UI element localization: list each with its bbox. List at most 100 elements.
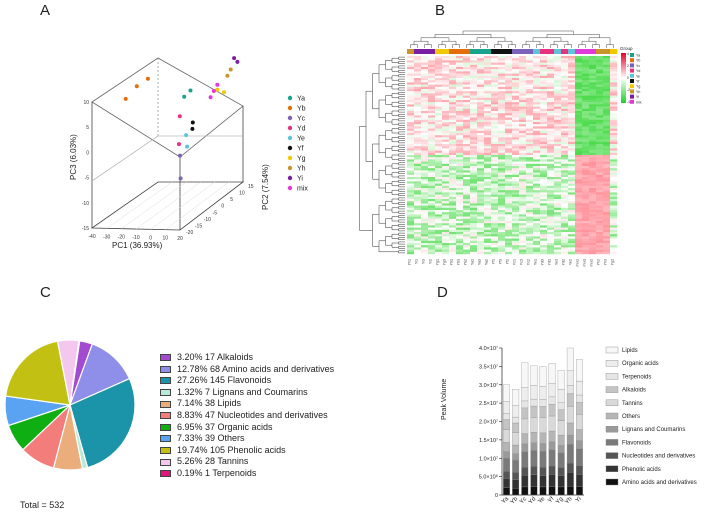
bar-segment	[503, 451, 510, 459]
pca-3d-plot: -40 -30 -20 -10 0 10 20-20-15-10-5051015-15-10…	[69, 56, 308, 250]
heatmap-cell	[442, 238, 450, 241]
heatmap-cell	[610, 124, 618, 127]
heatmap-cell	[435, 216, 443, 219]
heatmap-cell	[547, 141, 555, 145]
heatmap-cell	[463, 117, 471, 120]
heatmap-cell	[540, 108, 548, 112]
heatmap-cell	[603, 69, 611, 72]
heatmap-cell	[554, 221, 562, 224]
heatmap-cell	[421, 207, 429, 211]
heatmap-sample-label: Yg3	[443, 259, 447, 265]
bar-category-label: Yg	[555, 496, 564, 505]
heatmap-cell	[421, 95, 429, 98]
heatmap-cell	[540, 139, 548, 142]
heatmap-cell	[421, 108, 429, 112]
heatmap-cell	[470, 67, 478, 70]
heatmap-cell	[505, 223, 513, 226]
heatmap-cell	[582, 210, 590, 213]
heatmap-cell	[575, 229, 583, 233]
heatmap-cell	[547, 163, 555, 167]
heatmap-cell	[512, 155, 520, 158]
heatmap-cell	[498, 223, 506, 226]
heatmap-cell	[428, 124, 436, 127]
heatmap-cell	[596, 227, 604, 230]
heatmap-cell	[505, 238, 513, 241]
heatmap-cell	[414, 243, 422, 246]
heatmap-cell	[554, 60, 562, 63]
bar-segment	[521, 407, 529, 420]
heatmap-cell	[512, 177, 520, 180]
heatmap-cell	[456, 221, 464, 224]
heatmap-cell	[421, 78, 429, 81]
heatmap-cell	[470, 172, 478, 175]
heatmap-cell	[435, 181, 443, 184]
heatmap-cell	[596, 108, 604, 112]
heatmap-cell	[414, 137, 422, 140]
heatmap-cell	[589, 229, 597, 233]
heatmap-cell	[561, 133, 569, 136]
pca-point-Yf	[190, 120, 195, 125]
heatmap-cell	[463, 106, 471, 109]
group-bar-cell	[407, 49, 415, 54]
heatmap-cell	[603, 245, 611, 248]
heatmap-cell	[547, 232, 555, 235]
heatmap-cell	[610, 69, 618, 72]
heatmap-cell	[603, 234, 611, 237]
heatmap-cell	[449, 122, 457, 125]
bar-segment	[521, 433, 529, 445]
heatmap-cell	[414, 144, 422, 147]
bar-segment	[566, 444, 574, 464]
heatmap-cell	[519, 161, 527, 164]
heatmap-cell	[491, 238, 499, 241]
heatmap-cell	[561, 97, 569, 101]
bar-segment	[566, 370, 574, 386]
heatmap-cell	[561, 192, 569, 195]
bar-legend-label: Alkaloids	[622, 388, 646, 394]
heatmap-cell	[526, 64, 534, 68]
heatmap-cell	[589, 102, 597, 105]
heatmap-cell	[575, 201, 583, 204]
heatmap-cell	[526, 67, 534, 70]
heatmap-cell	[407, 67, 415, 70]
heatmap-cell	[456, 152, 464, 156]
heatmap-cell	[463, 91, 471, 94]
heatmap-cell	[533, 192, 541, 195]
heatmap-cell	[498, 150, 506, 153]
heatmap-cell	[435, 155, 443, 158]
heatmap-cell	[610, 159, 618, 162]
dendrogram-branch	[391, 137, 399, 143]
heatmap-cell	[519, 111, 527, 114]
heatmap-cell	[603, 135, 611, 138]
heatmap-cell	[575, 56, 583, 59]
heatmap-cell	[547, 155, 555, 158]
heatmap-cell	[428, 249, 436, 252]
heatmap-cell	[512, 93, 520, 96]
heatmap-cell	[407, 86, 415, 90]
heatmap-cell	[512, 80, 520, 83]
heatmap-cell	[477, 117, 485, 120]
heatmap-cell	[561, 229, 569, 233]
heatmap-cell	[540, 126, 548, 129]
heatmap-cell	[435, 84, 443, 87]
heatmap-cell	[540, 119, 548, 123]
heatmap-cell	[449, 56, 457, 59]
heatmap-cell	[568, 126, 576, 129]
heatmap-cell	[610, 62, 618, 65]
heatmap-cell	[477, 229, 485, 233]
bar-segment	[557, 409, 565, 421]
heatmap-cell	[505, 245, 513, 248]
heatmap-cell	[533, 183, 541, 186]
heatmap-cell	[610, 188, 618, 191]
heatmap-cell	[407, 221, 415, 224]
heatmap-cell	[414, 146, 422, 149]
heatmap-cell	[442, 73, 450, 76]
heatmap-cell	[505, 185, 513, 189]
heatmap-cell	[442, 135, 450, 138]
heatmap-cell	[484, 113, 492, 116]
heatmap-cell	[526, 159, 534, 162]
heatmap-cell	[547, 78, 555, 81]
pie-legend-label: 27.26% 145 Flavonoids	[177, 375, 272, 386]
bar-segment	[566, 462, 574, 473]
heatmap-cell	[491, 117, 499, 120]
pie-legend-label: 3.20% 17 Alkaloids	[177, 352, 254, 362]
